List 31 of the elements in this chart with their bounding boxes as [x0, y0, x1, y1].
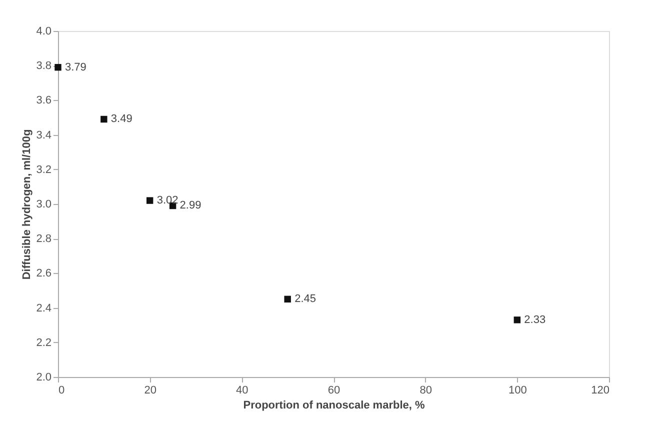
data-label: 2.33 — [524, 314, 546, 326]
y-axis-title: Diffusible hydrogen, ml/100g — [21, 129, 34, 280]
point — [284, 296, 291, 303]
x-tick-label: 20 — [144, 384, 156, 396]
y-tick-label: 3.0 — [36, 198, 52, 210]
y-tick-label: 2.0 — [36, 372, 52, 384]
y-tick-label: 4.0 — [36, 26, 52, 38]
point — [146, 197, 154, 204]
data-label: 3.02 — [156, 194, 178, 207]
y-tick-label: 2.6 — [36, 268, 52, 280]
point — [100, 116, 108, 123]
y-tick-label: 2.8 — [36, 233, 52, 246]
point — [54, 64, 62, 71]
y-tick-label: 3.8 — [36, 60, 52, 72]
data-label: 2.45 — [294, 293, 316, 306]
x-tick-label: 60 — [328, 384, 340, 396]
y-tick-label: 2.2 — [36, 336, 52, 349]
y-tick-label: 3.6 — [36, 94, 52, 107]
x-tick-label: 100 — [508, 384, 527, 396]
y-tick-label: 3.2 — [36, 164, 52, 176]
x-tick-label: 0 — [58, 384, 65, 396]
y-tick-label: 3.4 — [36, 129, 52, 142]
x-tick-label: 80 — [420, 384, 432, 396]
data-label: 2.99 — [180, 200, 202, 212]
y-tick-label: 2.4 — [36, 302, 52, 314]
data-label: 3.49 — [110, 113, 132, 126]
data-label: 3.79 — [65, 61, 86, 74]
point — [514, 316, 521, 324]
x-axis-title: Proportion of nanoscale marble, % — [243, 400, 425, 412]
x-tick-label: 120 — [591, 384, 610, 396]
x-tick-label: 40 — [236, 384, 248, 396]
